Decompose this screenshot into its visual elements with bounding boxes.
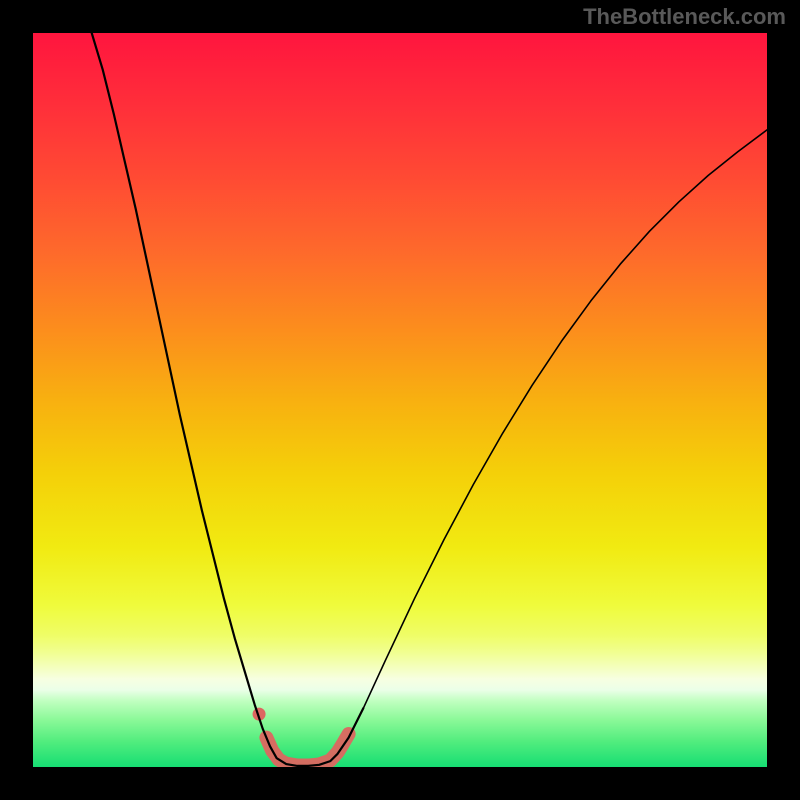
watermark-text: TheBottleneck.com — [583, 4, 786, 30]
chart-background — [33, 33, 767, 767]
bottleneck-chart — [33, 33, 767, 767]
